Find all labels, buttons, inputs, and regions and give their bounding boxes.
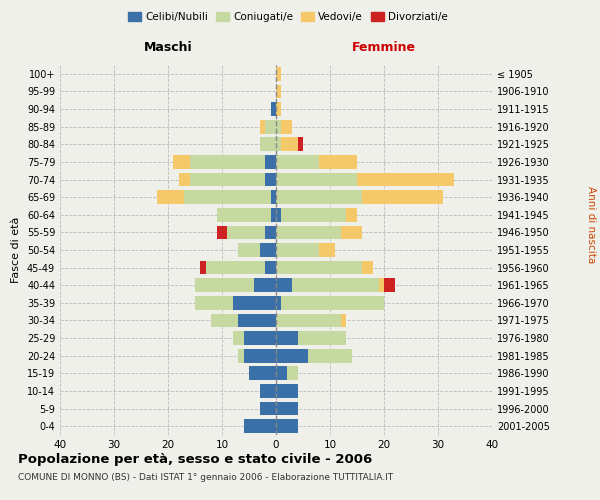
Bar [281,120,292,134]
Bar [195,296,233,310]
Bar [206,260,265,274]
Bar [238,314,276,328]
Bar [233,331,244,345]
Bar [281,296,384,310]
Bar [276,296,281,310]
Bar [276,84,281,98]
Text: Femmine: Femmine [352,42,416,54]
Text: COMUNE DI MONNO (BS) - Dati ISTAT 1° gennaio 2006 - Elaborazione TUTTITALIA.IT: COMUNE DI MONNO (BS) - Dati ISTAT 1° gen… [18,472,393,482]
Bar [249,366,276,380]
Bar [271,190,276,204]
Bar [211,314,238,328]
Bar [276,208,281,222]
Bar [173,155,190,169]
Text: Anni di nascita: Anni di nascita [586,186,596,264]
Bar [271,102,276,116]
Bar [287,366,298,380]
Y-axis label: Fasce di età: Fasce di età [11,217,21,283]
Bar [190,172,265,186]
Bar [276,172,357,186]
Bar [276,120,281,134]
Bar [265,120,276,134]
Legend: Celibi/Nubili, Coniugati/e, Vedovi/e, Divorziati/e: Celibi/Nubili, Coniugati/e, Vedovi/e, Di… [124,8,452,26]
Bar [265,172,276,186]
Bar [265,155,276,169]
Bar [254,278,276,292]
Bar [292,278,379,292]
Bar [341,226,362,239]
Bar [276,67,281,80]
Bar [276,384,298,398]
Bar [276,138,281,151]
Bar [260,384,276,398]
Bar [384,278,395,292]
Text: Popolazione per età, sesso e stato civile - 2006: Popolazione per età, sesso e stato civil… [18,452,372,466]
Bar [179,172,190,186]
Bar [281,208,346,222]
Bar [260,243,276,257]
Bar [184,190,271,204]
Bar [276,314,341,328]
Bar [276,243,319,257]
Text: Maschi: Maschi [143,42,193,54]
Bar [276,402,298,415]
Bar [298,138,303,151]
Bar [244,331,276,345]
Bar [238,243,260,257]
Bar [379,278,384,292]
Bar [308,349,352,362]
Bar [357,172,454,186]
Bar [200,260,206,274]
Bar [276,420,298,433]
Bar [276,349,308,362]
Bar [260,402,276,415]
Bar [319,155,357,169]
Bar [276,366,287,380]
Bar [281,138,298,151]
Bar [244,420,276,433]
Bar [346,208,357,222]
Bar [238,349,244,362]
Bar [276,278,292,292]
Bar [298,331,346,345]
Bar [271,208,276,222]
Bar [276,331,298,345]
Bar [260,138,276,151]
Bar [276,260,362,274]
Bar [233,296,276,310]
Bar [195,278,254,292]
Bar [265,226,276,239]
Bar [362,260,373,274]
Bar [227,226,265,239]
Bar [276,102,281,116]
Bar [341,314,346,328]
Bar [362,190,443,204]
Bar [265,260,276,274]
Bar [190,155,265,169]
Bar [260,120,265,134]
Bar [157,190,184,204]
Bar [244,349,276,362]
Bar [276,226,341,239]
Bar [276,155,319,169]
Bar [319,243,335,257]
Bar [217,208,271,222]
Bar [276,190,362,204]
Bar [217,226,227,239]
